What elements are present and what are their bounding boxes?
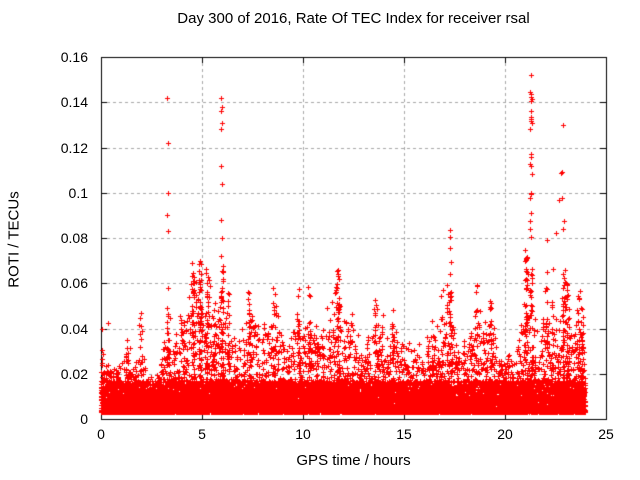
y-tick-label: 0.12 — [60, 139, 88, 156]
y-tick-label: 0.16 — [60, 49, 88, 65]
x-tick-label: 5 — [198, 426, 206, 442]
y-tick-label: 0.14 — [60, 94, 88, 111]
x-tick-label: 25 — [598, 426, 614, 442]
chart-title: Day 300 of 2016, Rate Of TEC Index for r… — [177, 10, 530, 27]
x-tick-label: 15 — [396, 426, 412, 442]
y-tick-label: 0.02 — [60, 365, 88, 382]
y-tick-label: 0.1 — [68, 184, 88, 201]
y-tick-label: 0 — [80, 411, 88, 427]
x-tick-label: 0 — [97, 426, 105, 442]
y-tick-label: 0.06 — [60, 275, 88, 292]
x-axis-label: GPS time / hours — [296, 452, 411, 469]
x-tick-label: 20 — [497, 426, 513, 442]
y-tick-label: 0.04 — [60, 320, 88, 337]
y-tick-label: 0.08 — [60, 230, 88, 246]
x-tick-label: 10 — [295, 426, 311, 442]
